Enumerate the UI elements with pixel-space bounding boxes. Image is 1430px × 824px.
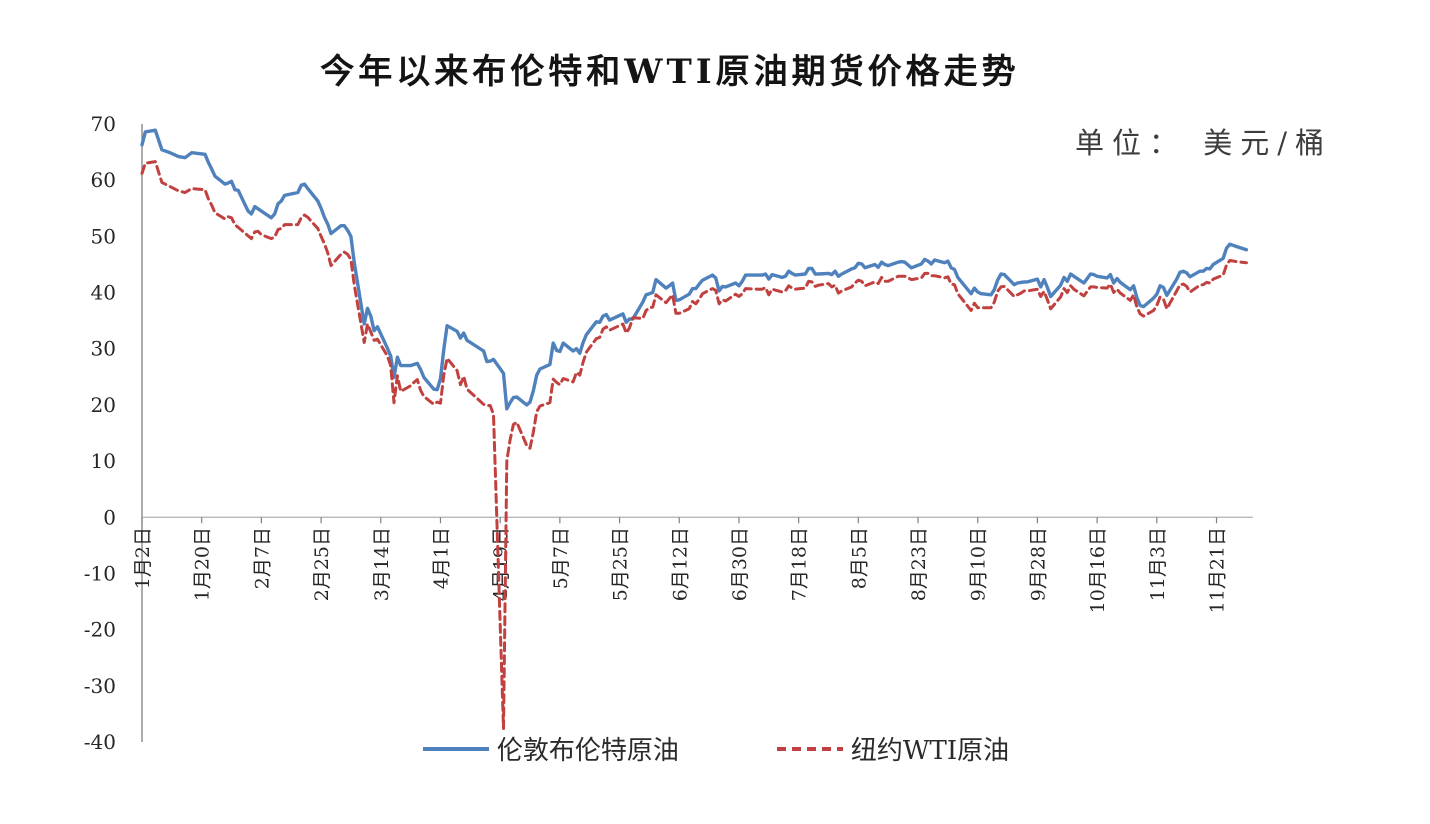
x-tick-label: 4月1日 (430, 527, 452, 589)
legend-item-brent: 伦敦布伦特原油 (421, 730, 679, 767)
y-tick-label: 60 (91, 168, 116, 192)
y-tick-label: 30 (91, 337, 116, 361)
y-tick-label: -30 (84, 674, 116, 698)
x-tick-label: 9月10日 (968, 527, 990, 601)
wti-legend-line-icon (776, 746, 843, 751)
x-tick-label: 2月7日 (251, 527, 273, 589)
y-tick-label: 70 (91, 112, 116, 136)
brent-line (140, 128, 1249, 411)
y-tick-label: 40 (91, 281, 116, 305)
y-tick-label: 20 (91, 393, 116, 417)
legend-label-wti: 纽约WTI原油 (850, 736, 1010, 766)
x-tick-label: 7月18日 (789, 527, 811, 601)
brent-legend-line-icon (422, 746, 489, 751)
x-tick-label: 6月30日 (729, 527, 751, 601)
wti-line (140, 160, 1248, 730)
x-tick-label: 10月16日 (1087, 527, 1109, 613)
x-tick-label: 8月23日 (908, 527, 930, 601)
y-tick-label: 0 (103, 505, 116, 529)
x-tick-label: 9月28日 (1027, 527, 1049, 601)
unit-label: 单位： 美元/桶 (1075, 126, 1332, 160)
y-tick-label: -20 (84, 618, 116, 642)
chart-legend: 伦敦布伦特原油 纽约WTI原油 (0, 730, 1430, 767)
y-tick-label: 50 (91, 224, 116, 248)
x-tick-label: 6月12日 (669, 527, 691, 601)
x-tick-label: 3月14日 (371, 527, 393, 601)
x-tick-label: 5月7日 (550, 527, 572, 589)
y-tick-label: 10 (91, 449, 116, 473)
y-tick-label: -10 (84, 561, 116, 585)
x-tick-label: 1月2日 (132, 527, 154, 589)
x-tick-label: 11月21日 (1207, 527, 1229, 613)
legend-item-wti: 纽约WTI原油 (775, 730, 1009, 767)
y-tick-label: -40 (84, 730, 116, 754)
x-tick-label: 11月3日 (1147, 527, 1169, 601)
x-tick-label: 8月5日 (848, 527, 870, 589)
x-tick-label: 4月19日 (490, 527, 512, 601)
x-tick-label: 5月25日 (610, 527, 632, 601)
legend-label-brent: 伦敦布伦特原油 (496, 736, 679, 766)
x-tick-label: 1月20日 (192, 527, 214, 601)
chart-title: 今年以来布伦特和WTI原油期货价格走势 (320, 52, 1020, 92)
x-tick-label: 2月25日 (311, 527, 333, 601)
